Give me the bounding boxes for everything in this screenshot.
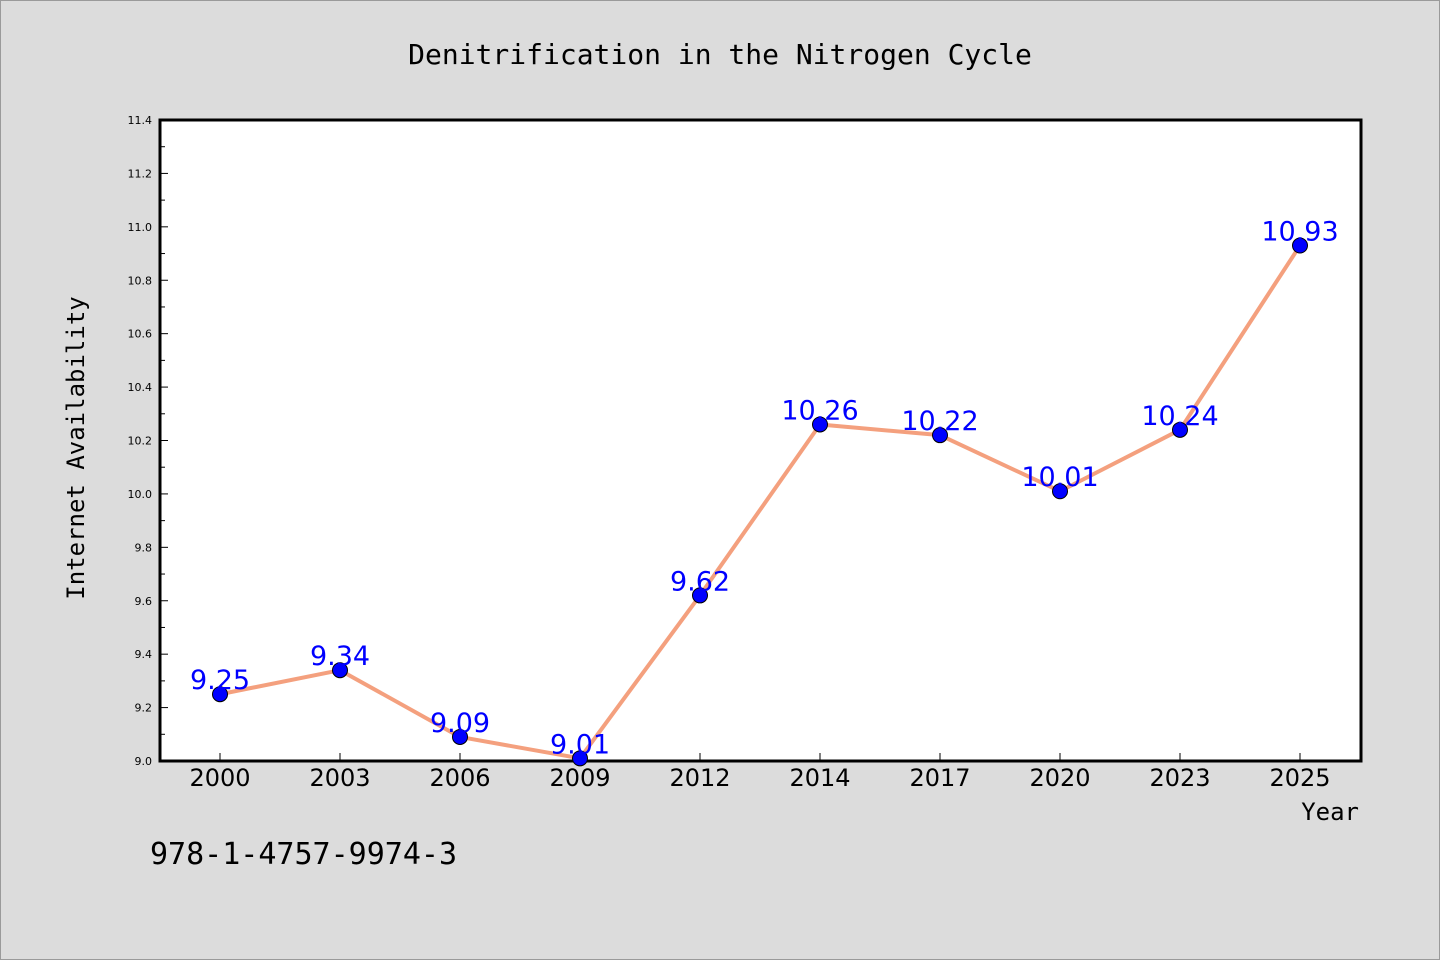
y-tick-label: 9.0 xyxy=(135,755,153,768)
data-point xyxy=(932,427,948,444)
y-tick-label: 10.6 xyxy=(128,328,153,341)
data-point xyxy=(1292,237,1308,254)
x-tick-label: 2017 xyxy=(909,764,970,792)
y-tick-label: 9.4 xyxy=(135,648,153,661)
x-tick-label: 2003 xyxy=(309,764,370,792)
data-point xyxy=(692,587,708,604)
y-tick-label: 10.0 xyxy=(128,488,153,501)
x-tick-label: 2012 xyxy=(669,764,730,792)
x-tick-label: 2023 xyxy=(1149,764,1210,792)
y-tick-label: 10.2 xyxy=(128,435,153,448)
data-point xyxy=(452,728,468,745)
y-tick-label: 9.8 xyxy=(135,541,153,554)
series-group: 9.25 9.34 9.09 9.01 9.62 10.26 10.22 10.01 10.24… xyxy=(190,217,1339,767)
data-label: 9.62 xyxy=(670,566,730,597)
data-point xyxy=(1172,421,1188,438)
x-tick-label: 2020 xyxy=(1029,764,1090,792)
y-tick-label: 9.2 xyxy=(135,702,153,715)
x-tick-label: 2006 xyxy=(429,764,490,792)
data-label: 9.09 xyxy=(430,708,490,739)
x-axis-label: Year xyxy=(1301,798,1359,826)
y-axis: 9.0 9.2 9.4 9.6 9.8 10.0 10.2 10.4 10.6 10.8 11.0 1… xyxy=(128,114,168,768)
isbn-annotation: 978-1-4757-9974-3 xyxy=(150,837,457,872)
x-tick-label: 2014 xyxy=(789,764,850,792)
data-label: 10.93 xyxy=(1261,217,1338,248)
y-tick-label: 9.6 xyxy=(135,595,153,608)
chart-title: Denitrification in the Nitrogen Cycle xyxy=(408,38,1032,71)
data-label: 10.22 xyxy=(901,406,978,437)
data-point xyxy=(212,686,228,703)
data-label: 10.24 xyxy=(1141,401,1218,432)
data-label: 9.01 xyxy=(550,729,610,760)
y-axis-label: Internet Availability xyxy=(62,296,90,599)
data-point xyxy=(332,662,348,679)
x-axis: 2000 2003 2006 2009 2012 2014 2017 2020 2023 2025 xyxy=(189,753,1331,792)
y-tick-label: 10.4 xyxy=(128,381,153,394)
data-label: 9.34 xyxy=(310,641,370,672)
data-point xyxy=(812,416,828,433)
data-label: 10.26 xyxy=(781,395,858,426)
x-tick-label: 2025 xyxy=(1269,764,1330,792)
data-label: 10.01 xyxy=(1021,462,1098,493)
y-tick-label: 11.0 xyxy=(128,221,153,234)
y-tick-label: 11.2 xyxy=(128,167,153,180)
series-line xyxy=(219,244,1302,761)
data-point xyxy=(1052,483,1068,500)
data-label: 9.25 xyxy=(190,665,250,696)
y-tick-label: 10.8 xyxy=(128,274,153,287)
x-tick-label: 2009 xyxy=(549,764,610,792)
x-tick-label: 2000 xyxy=(189,764,250,792)
data-point xyxy=(572,750,588,767)
y-tick-label: 11.4 xyxy=(128,114,153,127)
